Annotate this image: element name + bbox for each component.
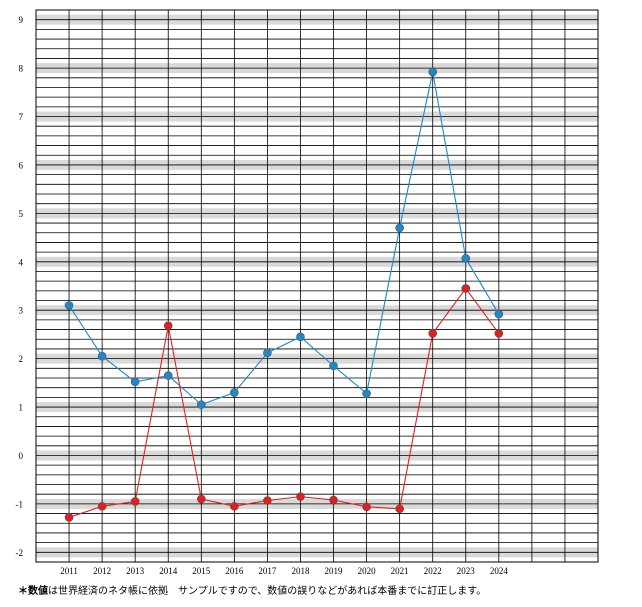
x-tick-label: 2015: [192, 566, 211, 576]
series-2-point: [296, 492, 305, 501]
series-2-point: [329, 495, 338, 505]
x-tick-label: 2018: [291, 566, 310, 576]
y-tick-label: -1: [16, 499, 24, 509]
series-1-point: [64, 301, 74, 310]
grid-lines: [35, 9, 599, 563]
series-1-point: [428, 67, 438, 77]
series-2-point: [97, 502, 107, 511]
series-1-point: [196, 400, 206, 409]
series-2-point: [130, 497, 140, 506]
series-2-point: [163, 321, 173, 331]
series-1-point: [494, 309, 504, 319]
plot-area: [36, 10, 598, 562]
series-1-point: [296, 332, 305, 342]
x-tick-label: 2014: [159, 566, 178, 576]
y-tick-label: 9: [19, 15, 24, 25]
y-tick-label: 3: [19, 306, 24, 316]
y-tick-label: 0: [19, 451, 24, 461]
series-2-point: [461, 284, 471, 293]
series-1-point: [461, 254, 471, 263]
x-tick-label: 2021: [391, 566, 409, 576]
series-2-point: [362, 502, 371, 512]
series-2-point: [263, 496, 272, 505]
series-2-point: [494, 329, 504, 338]
footnote-star: ＊: [18, 586, 28, 597]
footnote-bold-text: 数値: [28, 586, 48, 597]
y-tick-label: 2: [19, 354, 24, 364]
y-tick-label: 1: [19, 403, 24, 413]
series-2-point: [196, 494, 206, 504]
plot-border: [35, 9, 599, 563]
series-1-point: [329, 361, 338, 371]
series-2-point: [64, 513, 74, 522]
x-tick-label: 2013: [126, 566, 145, 576]
series-1-point: [97, 351, 107, 361]
series-2-point: [395, 504, 404, 514]
x-tick-label: 2024: [490, 566, 509, 576]
footnote-text: は世界経済のネタ帳に依拠 サンプルですので、数値の誤りなどがあれば本番までに訂正…: [48, 586, 487, 597]
x-tick-label: 2017: [258, 566, 277, 576]
series-1-point: [362, 389, 371, 398]
x-tick-label: 2011: [60, 566, 78, 576]
series-1-point: [130, 377, 140, 387]
series-1-point: [395, 223, 404, 233]
y-tick-label: 5: [19, 209, 24, 219]
x-tick-label: 2012: [93, 566, 111, 576]
series-line-1: [68, 71, 500, 406]
series-1-point: [263, 348, 272, 358]
series-line-2: [68, 287, 500, 518]
y-tick-label: -2: [16, 548, 24, 558]
x-tick-label: 2016: [225, 566, 244, 576]
footnote: ＊数値は世界経済のネタ帳に依拠 サンプルですので、数値の誤りなどがあれば本番まで…: [18, 582, 486, 597]
x-tick-label: 2023: [457, 566, 476, 576]
x-tick-label: 2020: [358, 566, 377, 576]
y-tick-label: 8: [19, 64, 24, 74]
x-tick-label: 2019: [325, 566, 344, 576]
x-tick-label: 2022: [424, 566, 442, 576]
y-tick-label: 6: [19, 160, 24, 170]
series-2-point: [428, 329, 438, 338]
y-tick-label: 4: [19, 257, 24, 267]
y-tick-label: 7: [19, 112, 24, 122]
series-2-point: [230, 502, 239, 511]
series-1-point: [230, 388, 239, 397]
series-1-point: [163, 371, 173, 380]
